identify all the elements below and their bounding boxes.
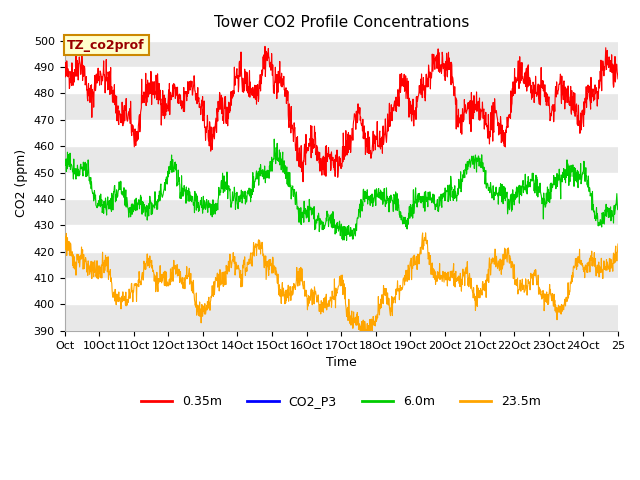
Bar — [65, 36, 618, 41]
Bar — [65, 41, 618, 67]
X-axis label: Time: Time — [326, 356, 356, 369]
Bar — [65, 94, 618, 120]
Bar — [65, 278, 618, 304]
Bar — [65, 172, 618, 199]
Title: Tower CO2 Profile Concentrations: Tower CO2 Profile Concentrations — [214, 15, 469, 30]
Text: TZ_co2prof: TZ_co2prof — [67, 38, 145, 52]
Bar — [65, 146, 618, 172]
Y-axis label: CO2 (ppm): CO2 (ppm) — [15, 149, 28, 217]
Bar — [65, 252, 618, 278]
Legend: 0.35m, CO2_P3, 6.0m, 23.5m: 0.35m, CO2_P3, 6.0m, 23.5m — [136, 390, 546, 413]
Bar — [65, 67, 618, 94]
Bar — [65, 199, 618, 225]
Bar — [65, 225, 618, 252]
Bar — [65, 304, 618, 331]
Bar — [65, 120, 618, 146]
